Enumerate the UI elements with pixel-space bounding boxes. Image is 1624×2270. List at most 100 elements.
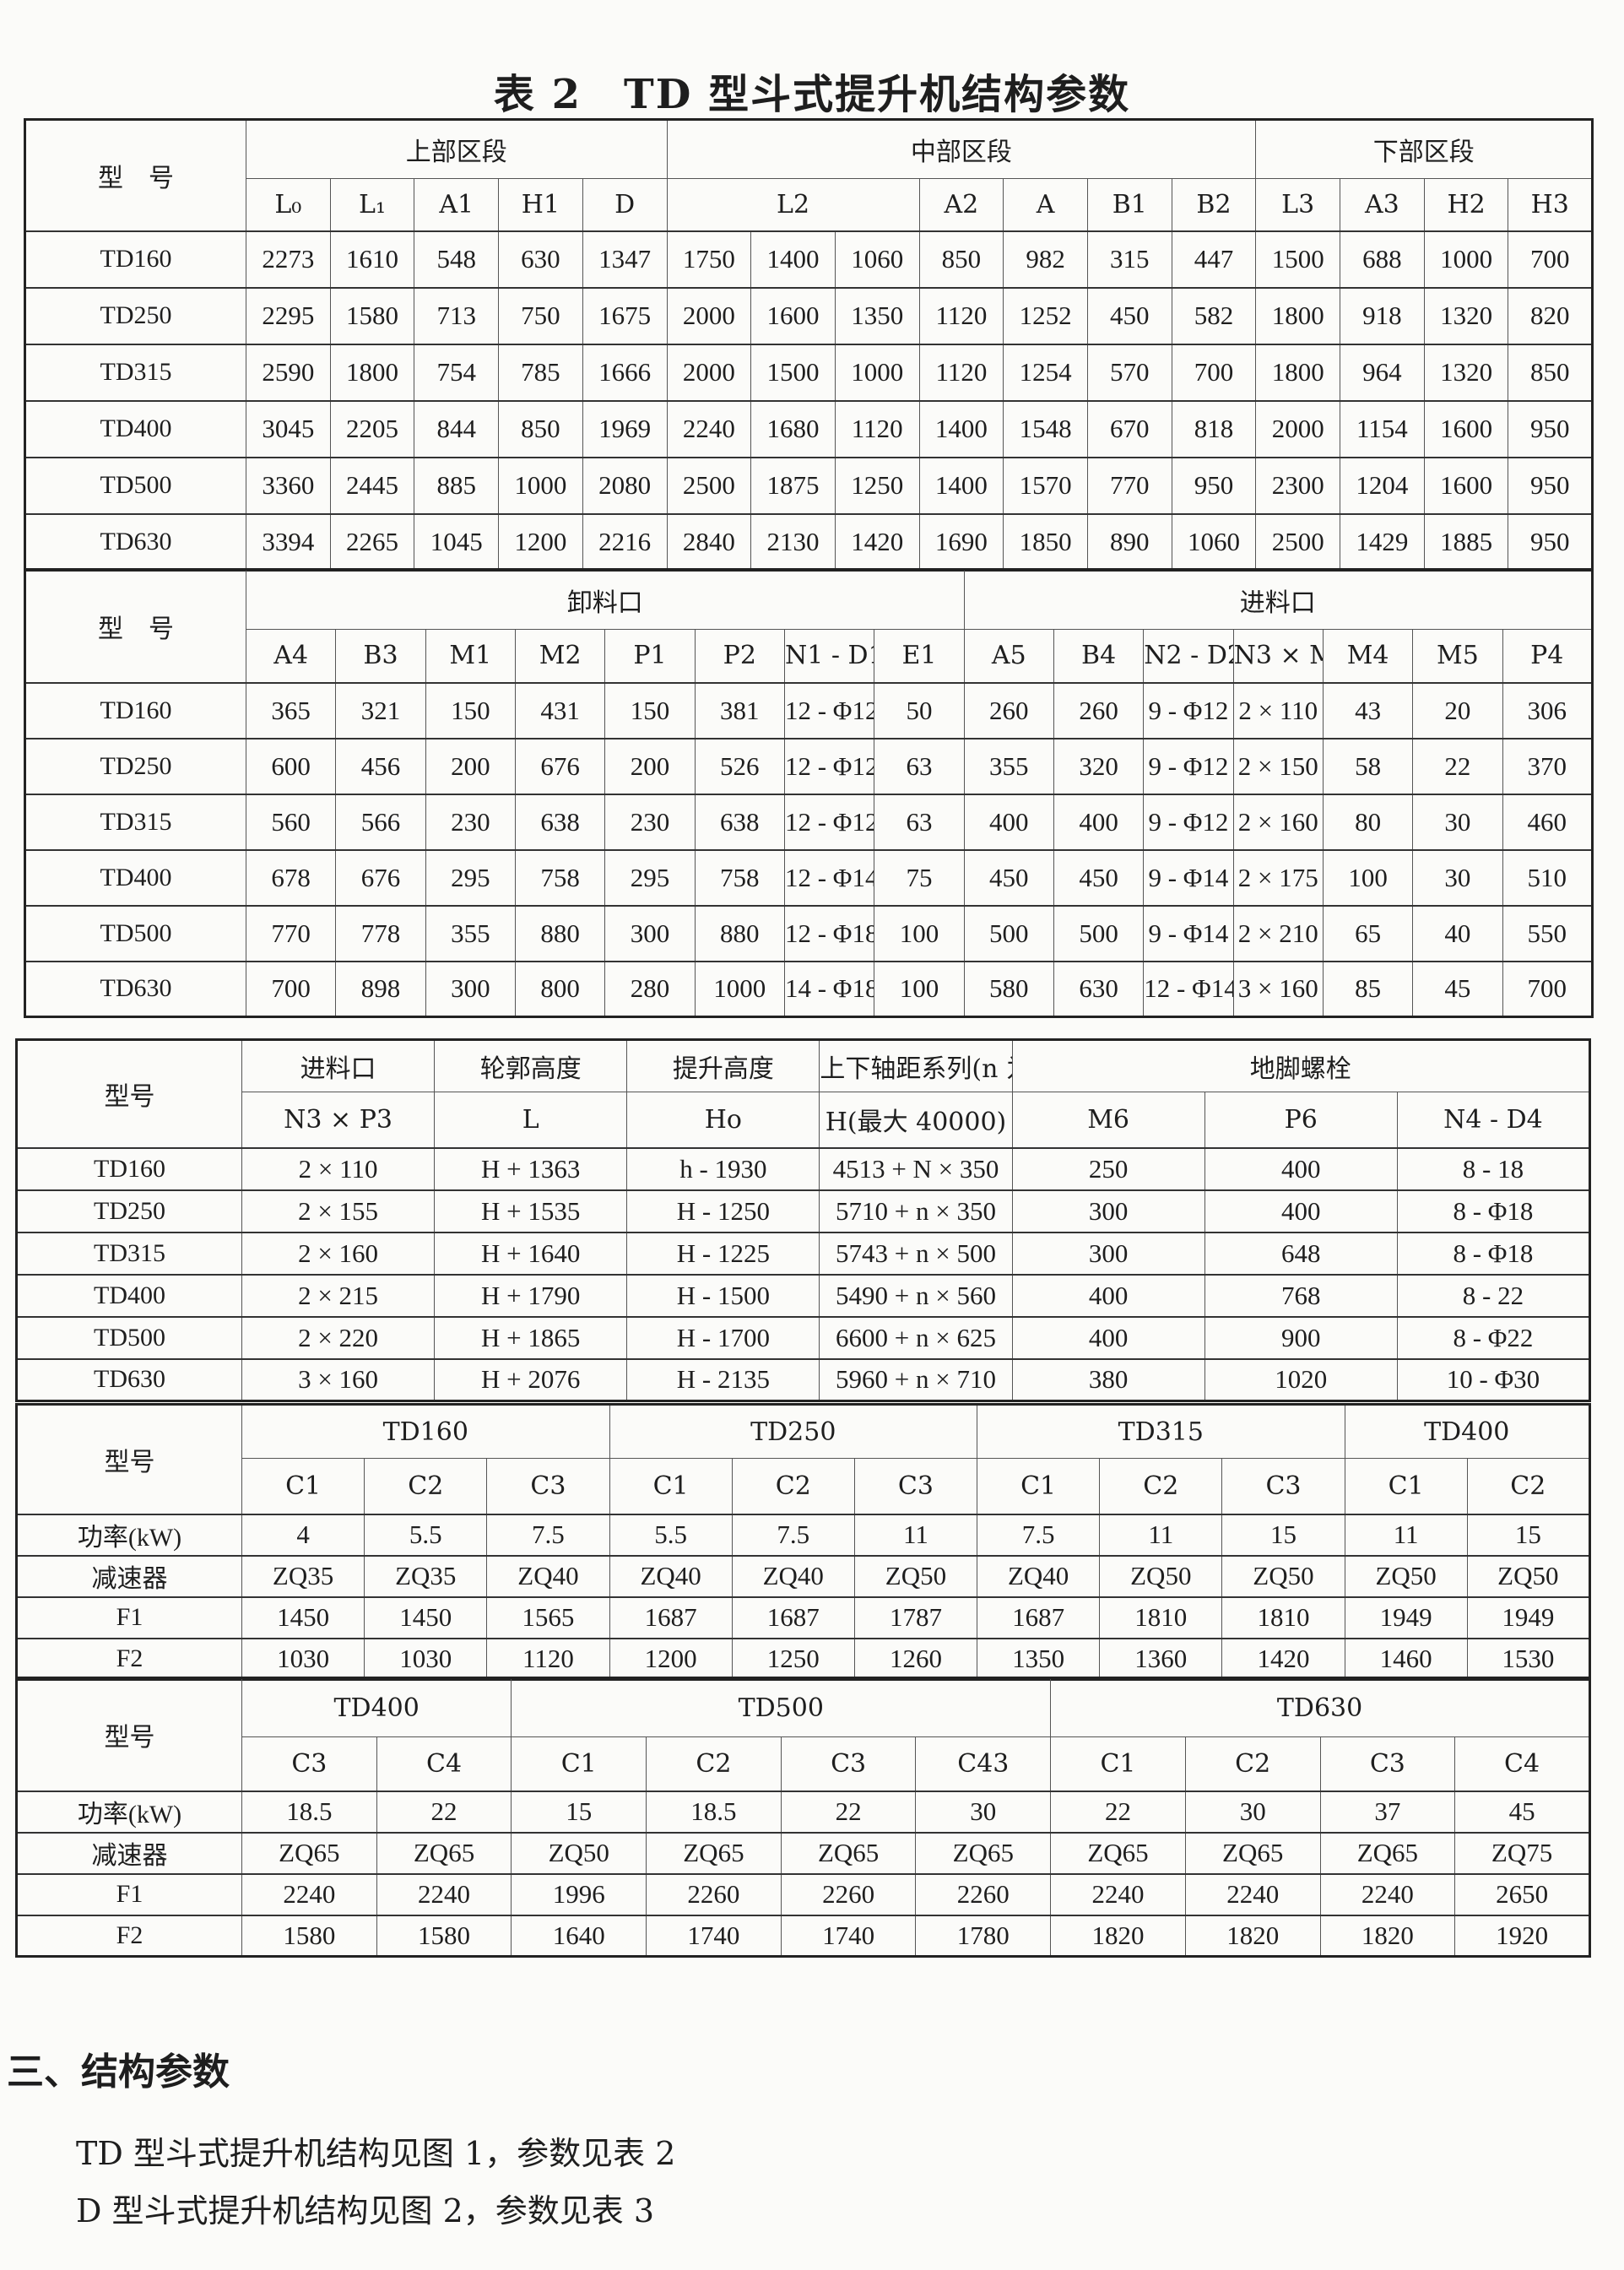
table-cell: ZQ65 (1050, 1831, 1186, 1874)
table-cell: 1060 (1171, 512, 1257, 571)
group-header: 上部区段 (246, 119, 668, 179)
table-cell: 630 (1053, 960, 1145, 1017)
column-header: C3 (241, 1736, 377, 1791)
group-header: 地脚螺栓 (1011, 1039, 1591, 1092)
table-row: TD250 600 456 200 676 200 526 12 - Φ12 63 355 320 9… (24, 737, 1593, 794)
table-cell: 1450 (364, 1596, 488, 1639)
table-cell: 1320 (1423, 343, 1509, 401)
table-cell: ZQ75 (1454, 1831, 1590, 1874)
table-cell: 600 (245, 737, 337, 794)
table-cell: 8 - Φ22 (1396, 1315, 1591, 1359)
row-label: 功率(kW) (16, 1513, 242, 1556)
group-header: TD250 (609, 1404, 978, 1459)
table-cell: 1320 (1423, 286, 1509, 344)
table-cell: 355 (425, 904, 516, 962)
table-cell: 1450 (241, 1596, 365, 1639)
table-cell: 2240 (241, 1872, 377, 1915)
table-cell: 450 (963, 848, 1054, 906)
table-cell: 1420 (834, 512, 920, 571)
table-cell: 2 × 155 (241, 1189, 436, 1233)
table-cell: ZQ50 (1466, 1554, 1590, 1597)
table-cell: 15 (1221, 1513, 1345, 1556)
table-cell: 8 - 22 (1396, 1273, 1591, 1317)
table-cell: H + 2076 (434, 1357, 628, 1401)
row-label: F1 (16, 1596, 242, 1639)
table-cell: H + 1363 (434, 1146, 628, 1190)
table-cell: 295 (425, 848, 516, 906)
parameter-table: 型号 TD160 TD250 TD315 TD400 C1 C2 C3 C1 C2 C3 C1 C2 C3… (15, 1403, 1591, 1681)
table-cell: 1030 (241, 1637, 365, 1680)
table-cell: 2 × 150 (1232, 737, 1324, 794)
table-cell: 5710 + n × 350 (819, 1189, 1013, 1233)
table-cell: 450 (1086, 286, 1172, 344)
table-cell: 380 (1011, 1357, 1205, 1401)
table-cell: 5.5 (609, 1513, 733, 1556)
table-cell: 400 (1011, 1273, 1205, 1317)
table-cell: 2300 (1255, 456, 1341, 514)
column-header: H2 (1423, 178, 1509, 231)
table-row: TD315 2 × 160 H + 1640 H - 1225 5743 + n × 5… (16, 1231, 1591, 1275)
table-cell: 1000 (1423, 230, 1509, 288)
group-header-row: 型号 TD400 TD500 TD630 (16, 1677, 1590, 1791)
table-cell: 1250 (834, 456, 920, 514)
table-cell: 1000 (498, 456, 583, 514)
table-cell: 11 (1099, 1513, 1223, 1556)
table-cell: 280 (604, 960, 696, 1017)
table-cell: 15 (1466, 1513, 1590, 1556)
column-header-row: C3 C4 C1 C2 C3 C43 C1 C2 C3 C4 (17, 1736, 1590, 1791)
table-cell: 1460 (1344, 1637, 1468, 1680)
row-label: TD160 (16, 1146, 242, 1190)
column-header: P2 (694, 629, 785, 683)
table-cell: 820 (1508, 286, 1594, 344)
table-cell: 2130 (750, 512, 836, 571)
table-cell: 1787 (853, 1596, 978, 1639)
table-cell: 50 (874, 681, 965, 739)
table-cell: 381 (694, 681, 785, 739)
table-cell: 8 - Φ18 (1396, 1231, 1591, 1275)
table-cell: 2240 (1184, 1872, 1321, 1915)
table-cell: 950 (1171, 456, 1257, 514)
table-cell: 400 (1204, 1189, 1398, 1233)
table-cell: 1400 (750, 230, 836, 288)
table-row: TD630 700 898 300 800 280 1000 14 - Φ18 100 580 63… (24, 960, 1593, 1017)
column-header: L3 (1255, 178, 1341, 231)
table-cell: 1820 (1050, 1914, 1186, 1957)
table-cell: ZQ50 (1344, 1554, 1468, 1597)
table-cell: 43 (1322, 681, 1414, 739)
table-cell: 2273 (246, 230, 331, 288)
row-label: TD630 (24, 960, 246, 1017)
table-cell: 2240 (666, 399, 752, 458)
column-header: C1 (241, 1458, 365, 1514)
table-cell: 100 (874, 904, 965, 962)
group-header: 提升高度 (626, 1039, 820, 1092)
table-cell: 982 (1003, 230, 1088, 288)
table-row: TD400 2 × 215 H + 1790 H - 1500 5490 + n × 5… (16, 1273, 1591, 1317)
group-header: TD630 (1050, 1677, 1590, 1737)
table-cell: 1120 (486, 1637, 610, 1680)
table-cell: 12 - Φ12 (783, 737, 875, 794)
table-cell: 1252 (1003, 286, 1088, 344)
table-cell: ZQ65 (646, 1831, 782, 1874)
table-cell: 2650 (1454, 1872, 1590, 1915)
table-row: 减速器 ZQ35 ZQ35 ZQ40 ZQ40 ZQ40 ZQ50 ZQ40 ZQ50 ZQ50 Z… (16, 1554, 1590, 1597)
column-header: M1 (425, 629, 516, 683)
column-header: E1 (874, 629, 965, 683)
table-cell: 2 × 160 (241, 1231, 436, 1275)
table-cell: 22 (1050, 1790, 1186, 1833)
table-cell: 880 (694, 904, 785, 962)
table-cell: 45 (1454, 1790, 1590, 1833)
table-cell: 1030 (364, 1637, 488, 1680)
column-header: H(最大 40000) (819, 1092, 1013, 1148)
table-cell: 12 - Φ12 (783, 681, 875, 739)
table-cell: 2500 (666, 456, 752, 514)
table-cell: 500 (963, 904, 1054, 962)
row-label: TD315 (24, 793, 246, 850)
column-header: A5 (963, 629, 1054, 683)
table-cell: 688 (1340, 230, 1425, 288)
table-cell: 754 (414, 343, 500, 401)
row-label: 减速器 (16, 1831, 242, 1874)
table-cell: 1500 (750, 343, 836, 401)
table-cell: 890 (1086, 512, 1172, 571)
table-cell: 570 (1086, 343, 1172, 401)
